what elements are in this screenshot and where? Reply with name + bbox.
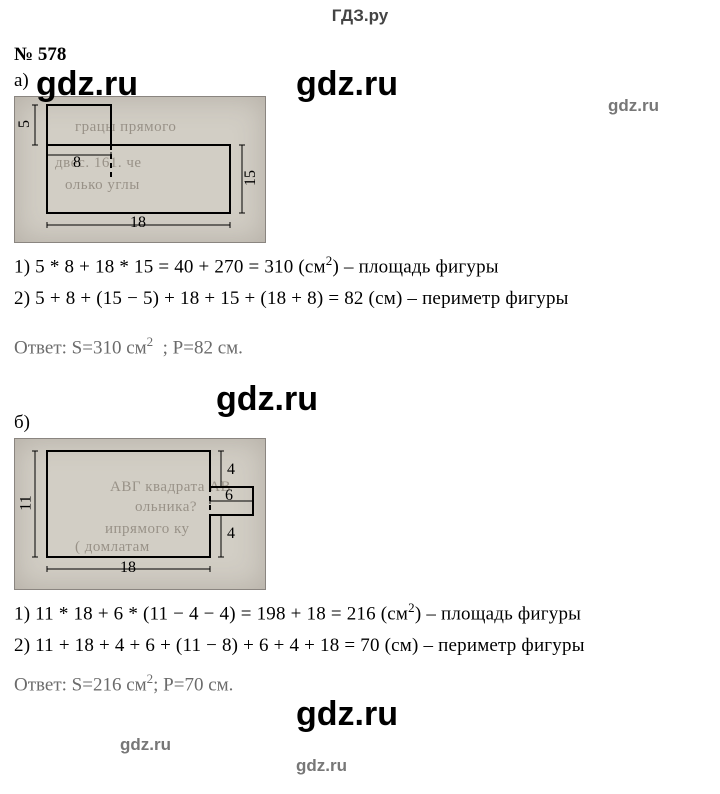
part-a-calc1: 1) 5 * 8 + 18 * 15 = 40 + 270 = 310 (см2… [14,253,720,278]
part-a-calc2: 2) 5 + 8 + (15 − 5) + 18 + 15 + (18 + 8)… [14,288,720,310]
watermark-text: gdz.ru [216,380,318,419]
dim-15: 15 [242,170,260,186]
figure-a: грацы прямого двес. 161. че олько углы 5… [14,96,266,243]
dim-18b: 18 [120,559,136,577]
answer-p: ; Р=82 см. [163,338,243,359]
dim-11: 11 [18,495,36,510]
answer-s: S=216 см [72,674,147,695]
watermark-text: gdz.ru [296,695,398,734]
dim-4b: 4 [227,525,235,543]
dim-5: 5 [16,120,34,128]
part-a-answer: Ответ: S=310 см2 ; Р=82 см. [14,334,720,359]
site-header: ГДЗ.ру [0,0,720,26]
problem-number: № 578 [14,44,720,66]
dim-8: 8 [73,154,81,172]
part-b-calc1: 1) 11 * 18 + 6 * (11 − 4 − 4) = 198 + 18… [14,600,720,625]
answer-s: S=310 см [72,338,147,359]
figure-b: АВГ квадрата АВ ольника? ипрямого ку ( д… [14,438,266,590]
part-b-calc2: 2) 11 + 18 + 4 + 6 + (11 − 8) + 6 + 4 + … [14,635,720,657]
watermark-text: gdz.ru [296,65,398,104]
answer-label: Ответ: [14,338,72,359]
answer-label: Ответ: [14,674,72,695]
watermark-text: gdz.ru [296,756,347,776]
figure-b-svg [15,439,275,589]
watermark-text: gdz.ru [608,96,659,116]
answer-p: ; Р=70 см. [153,674,233,695]
part-b-answer: Ответ: S=216 см2; Р=70 см. [14,671,720,696]
dim-18: 18 [130,214,146,232]
watermark-text: gdz.ru [36,65,138,104]
dim-4t: 4 [227,461,235,479]
watermark-text: gdz.ru [120,735,171,755]
dim-6: 6 [225,487,233,505]
answer-sup: 2 [147,334,154,349]
part-b-label: б) [14,412,720,434]
